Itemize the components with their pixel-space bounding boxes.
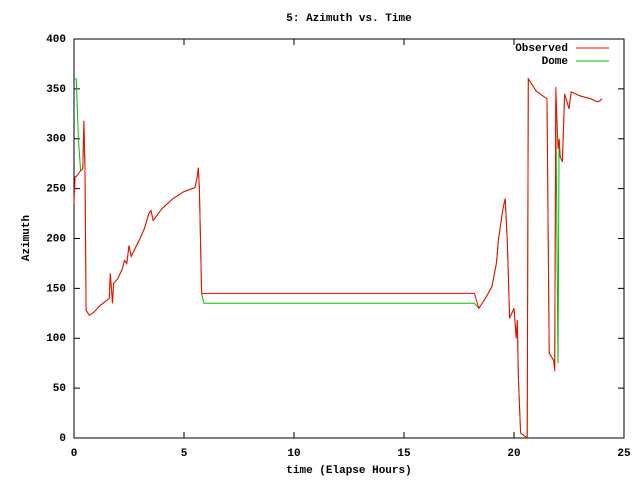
chart-title: 5: Azimuth vs. Time [286, 13, 412, 25]
x-tick-label: 15 [397, 448, 411, 460]
y-tick-label: 200 [46, 233, 66, 245]
y-tick-label: 400 [46, 34, 66, 46]
plot-frame [73, 38, 625, 439]
x-axis-label: time (Elapse Hours) [286, 465, 411, 477]
x-tick-label: 10 [287, 448, 300, 460]
x-tick-label: 25 [617, 448, 631, 460]
line-series [74, 77, 603, 440]
y-tick-label: 50 [53, 383, 66, 395]
y-tick-label: 250 [46, 184, 66, 196]
line-series [73, 77, 603, 440]
y-axis-label: Azimuth [21, 215, 33, 261]
x-tick-label: 0 [71, 448, 78, 460]
y-tick-label: 0 [59, 433, 66, 445]
legend-label: Observed [515, 43, 568, 55]
legend-label: Dome [542, 56, 569, 68]
y-tick-label: 350 [46, 84, 66, 96]
x-tick-label: 20 [507, 448, 520, 460]
y-tick-label: 150 [46, 283, 66, 295]
y-tick-label: 100 [46, 333, 66, 345]
x-tick-label: 5 [181, 448, 188, 460]
y-tick-label: 300 [46, 134, 66, 146]
